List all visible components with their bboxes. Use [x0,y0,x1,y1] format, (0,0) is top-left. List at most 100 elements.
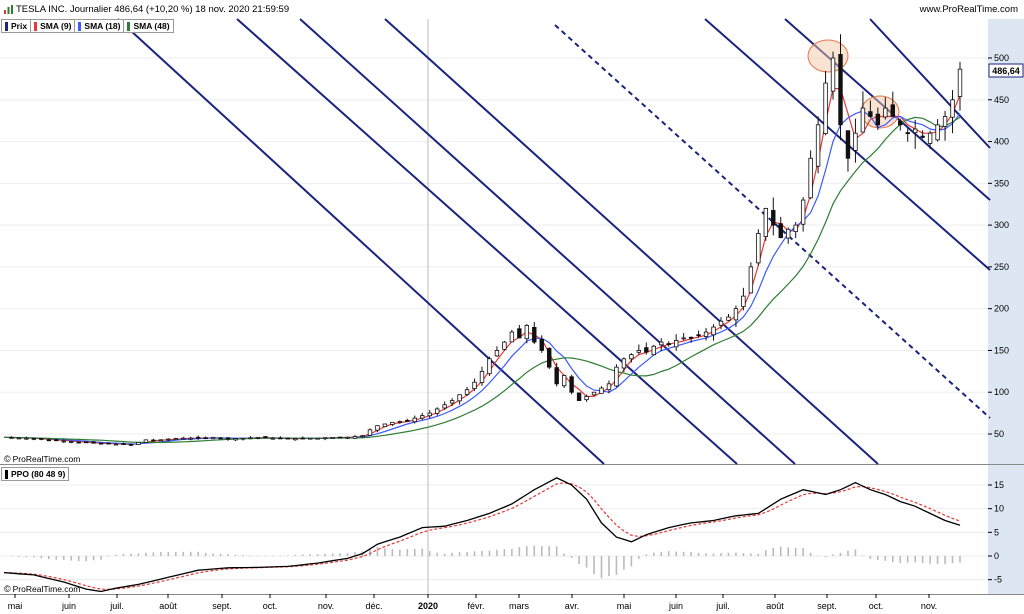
x-tick-label: juin [668,601,683,611]
candle-body [405,419,410,422]
candle-body [614,366,619,387]
candle-body [270,437,276,440]
candle-body [763,207,769,237]
candle-body [688,336,694,339]
x-tick-label: févr. [467,601,484,611]
candle-body [39,438,44,440]
candle-body [487,358,492,375]
x-tick-label: déc. [365,601,382,611]
price-axis-panel [988,19,1024,464]
candle-body [360,435,365,438]
candle-body [69,441,74,443]
candle-body [218,437,223,440]
candle-body [629,354,634,360]
candle-body [46,439,52,442]
candle-body [920,135,925,138]
trend-line [869,18,991,149]
x-tick-label: mars [509,601,529,611]
candle-body [853,132,858,151]
brand-link[interactable]: www.ProRealTime.com [919,4,1018,15]
candle-body [337,436,343,439]
price-y-axis: 50 100 150 200 250 300 350 400 450 500 [988,53,1009,439]
candle-body [464,389,470,395]
candle-body [427,412,432,417]
legend-item[interactable]: SMA (48) [123,19,174,33]
ppo-line [3,477,961,593]
sma-48-line [3,116,961,443]
candle-body [412,417,417,423]
ppo-lines [3,477,961,593]
legend-item[interactable]: SMA (18) [74,19,125,33]
y-tick-label: 150 [994,345,1009,355]
candle-body [128,443,134,446]
candle-body [793,224,798,233]
candle-body [778,223,783,239]
candle-body [838,54,843,126]
candle-body [696,334,701,337]
legend-item[interactable]: Prix [1,19,32,33]
legend-item[interactable]: PPO (80 48 9) [1,467,70,481]
y-tick-label: 100 [994,387,1009,397]
x-tick-label: oct. [263,601,278,611]
candle-body [823,82,828,134]
candle-body [263,436,268,439]
candle-body [935,124,940,141]
chart-icon [4,5,13,14]
candle-body [942,116,948,127]
y-tick-label: 350 [994,178,1009,188]
candle-body [517,328,522,339]
y-tick-label: 50 [994,429,1004,439]
y-tick-label: 300 [994,220,1009,230]
candle-body [845,130,851,159]
candle-body [830,57,836,92]
price-legend: Prix SMA (9) SMA (18) SMA (48) [1,19,174,33]
legend-item[interactable]: SMA (9) [30,19,76,33]
x-tick-label: 2020 [418,601,438,611]
candle-body [352,436,358,439]
x-tick-label: nov. [318,601,334,611]
y-tick-label: 0 [994,551,999,561]
candle-body [756,233,761,264]
chart-title: TESLA INC. Journalier 486,64 (+10,20 %) … [16,4,290,15]
legend-label: SMA (48) [133,21,170,31]
candle-body [591,391,597,396]
ppo-axis-panel [988,464,1024,594]
candle-body [718,320,724,326]
candle-body [681,337,686,340]
candle-body [240,437,246,440]
x-tick-label: juin [61,601,76,611]
candle-body [300,437,305,440]
candle-body [248,437,253,440]
candle-body [875,113,881,126]
copyright-price: © ProRealTime.com [4,454,80,464]
candle-body [927,132,933,144]
candle-body [255,436,261,439]
x-tick-label: août [159,601,177,611]
candle-body [121,443,126,445]
candle-body [860,107,866,133]
legend-swatch [5,21,8,31]
candle-body [61,440,66,443]
candle-body [890,104,895,117]
candle-body [808,157,813,199]
candle-body [950,99,955,118]
candle-body [375,425,380,431]
trend-line [117,18,605,465]
ppo-histogram [10,545,961,579]
candle-body [54,439,59,442]
x-tick-label: oct. [869,601,884,611]
candle-body [173,438,178,440]
legend-swatch [5,469,8,479]
candle-body [434,408,440,414]
sma-18-line [3,110,961,445]
legend-label: SMA (18) [84,21,121,31]
x-tick-label: nov. [921,601,937,611]
x-tick-label: juil. [109,601,124,611]
candle-body [659,341,664,346]
candle-body [472,381,477,390]
candle-body [703,331,709,337]
candle-body [449,400,455,404]
candle-body [322,437,328,440]
candle-body [330,436,335,439]
candle-body [76,441,81,444]
